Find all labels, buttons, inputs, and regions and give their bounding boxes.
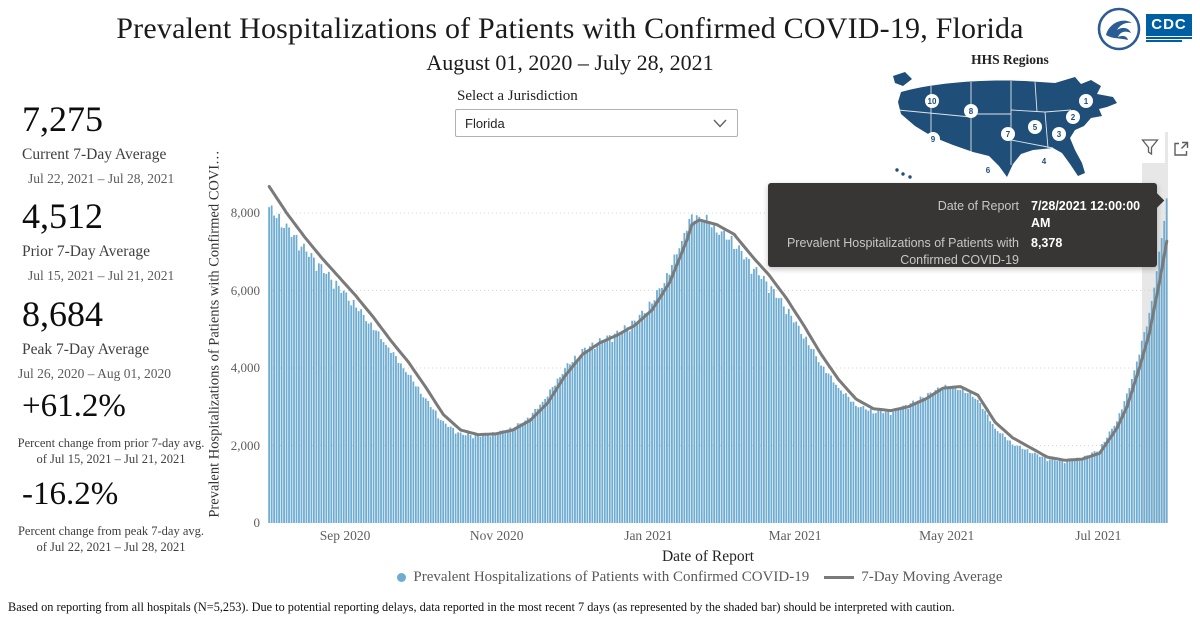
chart-plot[interactable] <box>267 145 1169 524</box>
cdc-logo: CDC <box>1146 14 1192 42</box>
y-axis-labels: 0 2,000 4,000 6,000 8,000 <box>216 145 260 530</box>
hhs-region-number: 2 <box>1071 113 1076 122</box>
x-axis-title: Date of Report <box>661 548 755 565</box>
y-tick-label: 0 <box>253 515 261 530</box>
x-tick-label: Nov 2020 <box>469 528 524 543</box>
stat-prior-value: 4,512 <box>22 196 103 236</box>
y-tick-label: 4,000 <box>230 360 260 375</box>
page-title: Prevalent Hospitalizations of Patients w… <box>116 12 1024 45</box>
hhs-region-3-marker[interactable] <box>1052 127 1066 141</box>
hhs-region-6-marker[interactable] <box>981 163 995 177</box>
hhs-region-7-marker[interactable] <box>1001 127 1015 141</box>
x-tick-label: Jan 2021 <box>624 528 673 543</box>
hhs-regions-map[interactable]: HHS Regions 1 2 3 4 5 6 7 8 9 10 <box>885 52 1135 182</box>
y-tick-label: 6,000 <box>230 282 260 298</box>
legend-bar-swatch-icon[interactable] <box>397 573 407 582</box>
cdc-logo-text: CDC <box>1146 14 1192 36</box>
chart-tooltip: Date of Report 7/28/2021 12:00:00 AM Pre… <box>768 183 1165 267</box>
filter-icon <box>1141 139 1159 156</box>
tooltip-date-value: 7/28/2021 12:00:00 AM <box>1031 199 1141 230</box>
stat-peak-value: 8,684 <box>22 294 103 334</box>
popout-icon <box>1174 141 1189 156</box>
stat-pct-peak-value: -16.2% <box>22 476 119 512</box>
x-tick-label: Sep 2020 <box>319 528 371 543</box>
hhs-region-9-marker[interactable] <box>926 132 940 146</box>
jurisdiction-label: Select a Jurisdiction <box>457 88 578 104</box>
popout-button[interactable] <box>1170 138 1192 160</box>
jurisdiction-select[interactable]: Florida <box>455 109 738 137</box>
x-tick-label: Mar 2021 <box>768 528 822 543</box>
hhs-region-number: 6 <box>986 166 991 175</box>
footer-note: Based on reporting from all hospitals (N… <box>8 600 955 614</box>
tooltip-metric-value: 8,378 <box>1031 235 1063 250</box>
stat-current-range: Jul 22, 2021 – Jul 28, 2021 <box>28 171 175 186</box>
stat-pct-prior-label: Percent change from prior 7-day avg. of … <box>17 436 205 466</box>
hhs-region-number: 5 <box>1033 123 1038 132</box>
y-tick-label: 8,000 <box>230 205 260 220</box>
hhs-region-4-marker[interactable] <box>1037 154 1051 168</box>
legend-line-swatch-icon[interactable] <box>824 576 855 579</box>
stat-current-label: Current 7-Day Average <box>22 146 167 163</box>
hhs-region-number: 8 <box>969 107 974 116</box>
stat-pct-peak-label: Percent change from peak 7-day avg. of J… <box>17 524 205 554</box>
cdc-logo-tagline <box>1146 37 1192 39</box>
hhs-region-number: 10 <box>928 97 937 106</box>
stat-prior-range: Jul 15, 2021 – Jul 21, 2021 <box>28 268 175 283</box>
tooltip-date-label: Date of Report <box>937 199 1019 213</box>
hhs-region-number: 3 <box>1057 130 1062 139</box>
hhs-regions-title: HHS Regions <box>971 52 1049 67</box>
stat-peak-range: Jul 26, 2020 – Aug 01, 2020 <box>18 366 172 381</box>
us-map-icon[interactable]: 123 4 5 6 7 8 9 10 <box>885 70 1135 182</box>
hhs-region-2-marker[interactable] <box>1066 110 1080 124</box>
stat-pct-prior-value: +61.2% <box>22 388 126 424</box>
jurisdiction-selected-value: Florida <box>465 115 505 131</box>
hhs-region-10-marker[interactable] <box>925 94 939 108</box>
legend-bar-label[interactable]: Prevalent Hospitalizations of Patients w… <box>413 569 810 585</box>
hhs-region-number: 4 <box>1042 157 1047 166</box>
hhs-region-8-marker[interactable] <box>964 104 978 118</box>
legend-line-label[interactable]: 7-Day Moving Average <box>861 569 1003 585</box>
tooltip-metric-label: Prevalent Hospitalizations of Patients w… <box>786 235 1019 267</box>
x-tick-label: Jul 2021 <box>1075 528 1122 543</box>
y-tick-label: 2,000 <box>230 437 260 453</box>
hhs-region-number: 9 <box>931 135 936 144</box>
chevron-down-icon <box>713 119 727 127</box>
filter-button[interactable] <box>1135 131 1165 163</box>
page-subtitle: August 01, 2020 – July 28, 2021 <box>426 50 714 75</box>
x-tick-label: May 2021 <box>919 528 975 543</box>
header: Prevalent Hospitalizations of Patients w… <box>0 0 1140 76</box>
chart-legend: Prevalent Hospitalizations of Patients w… <box>240 569 1160 586</box>
hhs-region-1-marker[interactable] <box>1079 94 1093 108</box>
hhs-region-number: 7 <box>1006 130 1011 139</box>
hhs-region-5-marker[interactable] <box>1028 120 1042 134</box>
x-axis-labels: Sep 2020 Nov 2020 Jan 2021 Mar 2021 May 2021… <box>268 528 1168 546</box>
hhs-region-number: 1 <box>1084 97 1089 106</box>
stat-prior-label: Prior 7-Day Average <box>22 243 150 260</box>
hhs-logo-icon <box>1096 6 1142 57</box>
stat-current-value: 7,275 <box>22 99 103 139</box>
stat-peak-label: Peak 7-Day Average <box>22 341 150 358</box>
